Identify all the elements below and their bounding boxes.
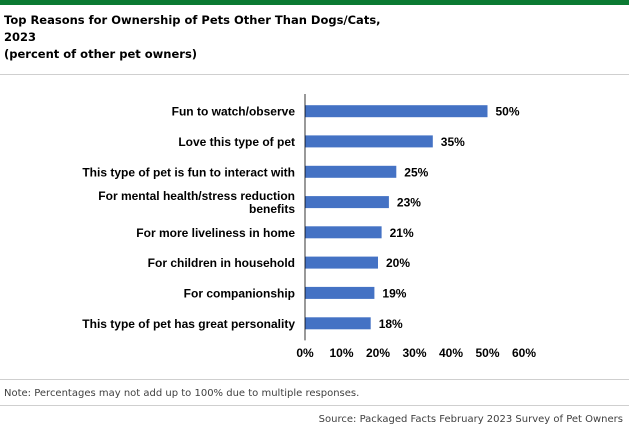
x-tick-label-4: 30% (402, 346, 426, 360)
horizontal-bar-chart: 50% Fun to watch/observe 35% Love this type… (82, 94, 536, 360)
x-tick-label-2: 10% (329, 346, 353, 360)
bar-6 (305, 256, 378, 269)
category-label-5: For more liveliness in home (136, 226, 295, 240)
footer-divider (0, 379, 629, 380)
category-label-4-line-1: For mental health/stress reduction (98, 189, 295, 203)
value-label-4: 23% (397, 196, 421, 210)
category-label-6: For children in household (148, 256, 295, 270)
bar-1 (305, 105, 488, 118)
chart-title: Top Reasons for Ownership of Pets Other … (4, 12, 404, 63)
chart-title-line-2: 2023 (4, 30, 37, 44)
x-tick-label-1: 0% (296, 346, 314, 360)
bar-5 (305, 226, 382, 239)
value-label-2: 35% (441, 135, 465, 149)
chart-title-line-1: Top Reasons for Ownership of Pets Other … (4, 13, 381, 27)
title-divider (0, 74, 629, 75)
bar-8 (305, 317, 371, 330)
category-label-2: Love this type of pet (178, 135, 295, 149)
value-label-6: 20% (386, 256, 410, 270)
bar-7 (305, 286, 375, 299)
x-tick-label-3: 20% (366, 346, 390, 360)
source-text: Source: Packaged Facts February 2023 Sur… (318, 414, 623, 425)
x-tick-label-7: 60% (512, 346, 536, 360)
top-accent-bar (0, 0, 629, 5)
footnote: Note: Percentages may not add up to 100%… (4, 388, 360, 399)
source-divider (0, 405, 629, 406)
category-label-4-line-2: benefits (249, 202, 295, 216)
x-tick-label-6: 50% (475, 346, 499, 360)
bar-2 (305, 135, 433, 148)
category-label-3: This type of pet is fun to interact with (82, 165, 295, 179)
bar-3 (305, 165, 397, 178)
category-label-8: This type of pet has great personality (82, 317, 295, 331)
category-label-7: For companionship (184, 286, 295, 300)
value-label-5: 21% (390, 226, 414, 240)
category-label-1: Fun to watch/observe (172, 105, 296, 119)
value-label-7: 19% (382, 286, 406, 300)
value-label-1: 50% (496, 105, 520, 119)
x-tick-label-5: 40% (439, 346, 463, 360)
value-label-3: 25% (404, 165, 428, 179)
bar-4 (305, 196, 389, 209)
chart-subtitle: (percent of other pet owners) (4, 47, 198, 61)
value-label-8: 18% (379, 317, 403, 331)
